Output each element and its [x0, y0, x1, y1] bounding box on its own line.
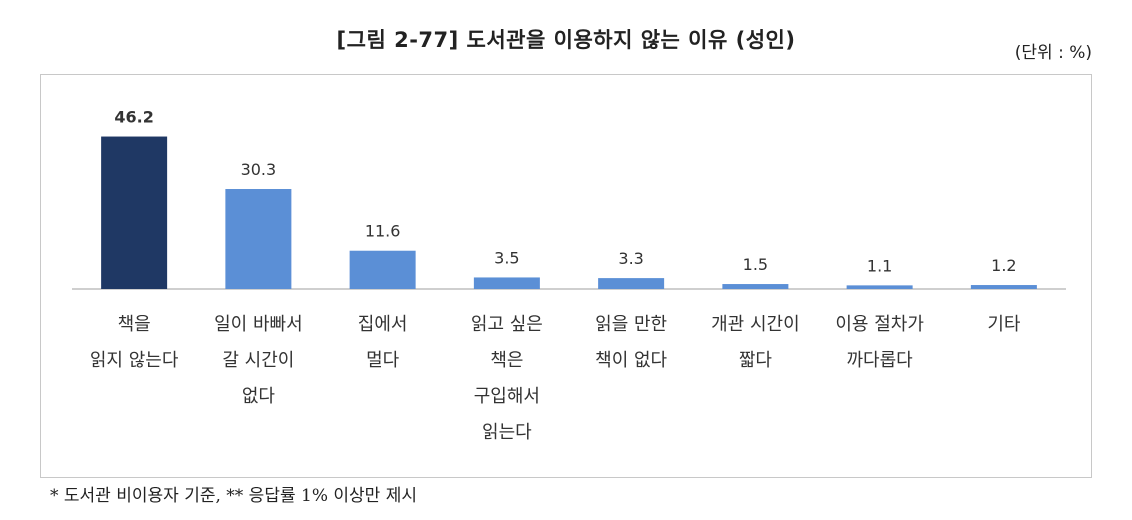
category-label: 집에서 멀다	[358, 314, 408, 371]
bar	[598, 278, 665, 289]
bar	[473, 277, 540, 289]
chart-title: [그림 2-77] 도서관을 이용하지 않는 이유 (성인)	[336, 28, 796, 52]
bar	[101, 136, 168, 289]
category-label: 읽고 싶은 책은 구입해서 읽는다	[471, 314, 543, 443]
bar	[349, 250, 416, 289]
data-label: 30.3	[241, 160, 277, 179]
category-label: 기타	[987, 314, 1021, 335]
chart-frame	[40, 74, 1092, 478]
category-label: 책을 읽지 않는다	[90, 314, 179, 371]
category-label: 읽을 만한 책이 없다	[595, 314, 667, 371]
footnote: * 도서관 비이용자 기준, ** 응답률 1% 이상만 제시	[50, 486, 417, 506]
data-label: 46.2	[114, 108, 153, 127]
bar	[225, 189, 292, 289]
unit-label: (단위 : %)	[1014, 43, 1092, 63]
bar	[970, 285, 1037, 289]
data-label: 11.6	[365, 222, 401, 241]
data-label: 3.5	[494, 248, 519, 267]
category-label: 이용 절차가 까다롭다	[835, 314, 924, 371]
data-label: 1.2	[991, 256, 1016, 275]
bar	[846, 285, 913, 289]
data-label: 1.1	[867, 256, 892, 275]
category-label: 일이 바빠서 갈 시간이 없다	[214, 314, 303, 407]
category-label: 개관 시간이 짧다	[711, 314, 800, 371]
bar	[722, 284, 789, 289]
data-label: 3.3	[618, 249, 643, 268]
data-label: 1.5	[743, 255, 768, 274]
